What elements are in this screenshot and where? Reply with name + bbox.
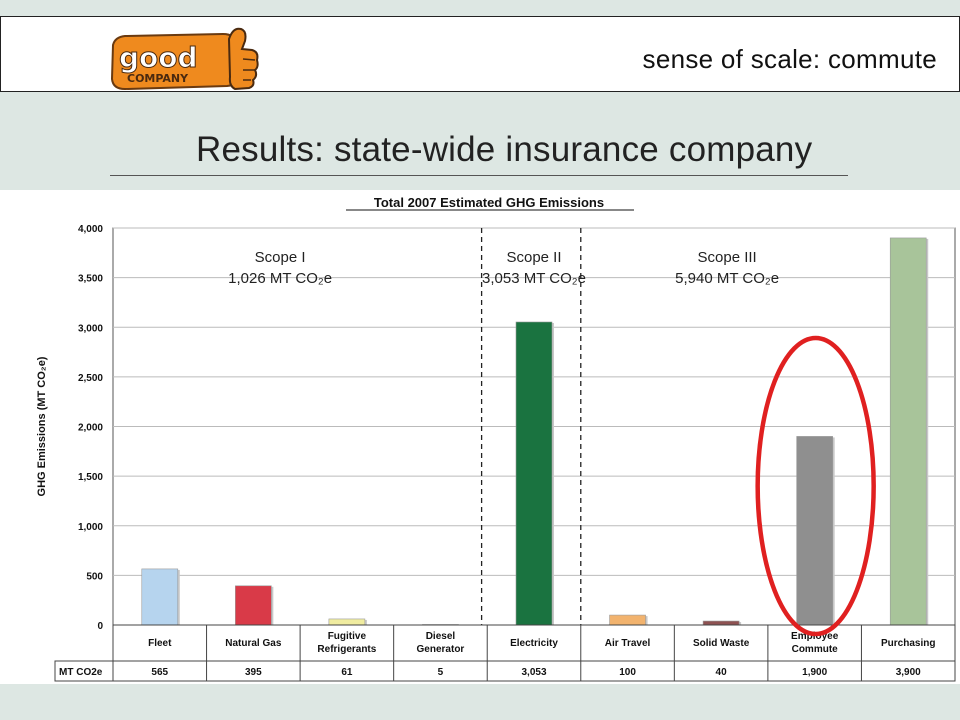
y-tick-label: 500	[86, 571, 103, 582]
category-label: Natural Gas	[225, 638, 282, 649]
category-label: Diesel	[426, 631, 456, 642]
scope-name: Scope I	[255, 249, 306, 266]
title-underline	[110, 175, 848, 176]
chart-panel: Total 2007 Estimated GHG Emissions 0 500 1,…	[0, 190, 960, 684]
y-tick-label: 2,500	[78, 373, 103, 384]
ghg-emissions-chart: Total 2007 Estimated GHG Emissions 0 500 1,…	[36, 195, 956, 682]
table-value: 40	[716, 667, 728, 678]
scope-total: 5,940 MT CO₂e	[675, 270, 779, 287]
header-bar: good COMPANY sense of scale: commute	[0, 16, 960, 92]
category-label: Air Travel	[605, 638, 651, 649]
good-company-logo: good COMPANY	[110, 27, 259, 91]
table-value: 3,053	[521, 667, 546, 678]
bar-employee-commute	[796, 436, 833, 626]
y-tick-label: 3,000	[78, 323, 103, 334]
y-tick-label: 2,000	[78, 423, 103, 434]
table-value: 61	[341, 667, 353, 678]
bar-solid-waste	[702, 620, 740, 626]
category-label: Electricity	[510, 638, 558, 649]
category-label: Solid Waste	[693, 638, 750, 649]
table-value: 100	[619, 667, 636, 678]
y-tick-label: 1,500	[78, 472, 103, 483]
scope-name: Scope II	[506, 249, 561, 266]
scope-total: 1,026 MT CO₂e	[228, 270, 332, 287]
category-label: Purchasing	[881, 638, 935, 649]
category-label: Fugitive	[328, 631, 367, 642]
bar-natural-gas	[235, 585, 272, 626]
bar-purchasing	[889, 237, 927, 626]
highlight-ellipse	[755, 335, 876, 637]
logo-text: good	[119, 41, 198, 74]
y-tick-label: 1,000	[78, 522, 103, 533]
bar-fleet	[141, 568, 179, 626]
slide-title: Results: state-wide insurance company	[196, 130, 813, 169]
bar-electricity	[515, 321, 553, 626]
table-value: 3,900	[896, 667, 921, 678]
section-title: sense of scale: commute	[642, 44, 937, 74]
table-value: 5	[438, 667, 444, 678]
logo-subtext: COMPANY	[127, 72, 189, 85]
chart-title: Total 2007 Estimated GHG Emissions	[374, 195, 604, 210]
table-value: 395	[245, 667, 262, 678]
value-row	[54, 660, 956, 682]
y-axis-label: GHG Emissions (MT CO₂e)	[36, 356, 48, 496]
y-tick-label: 3,500	[78, 274, 103, 285]
category-label: Commute	[792, 644, 839, 655]
table-value: 1,900	[802, 667, 827, 678]
table-row-label: MT CO2e	[59, 667, 103, 678]
bar-fugitive-refrigerants	[328, 618, 366, 626]
scope-total: 3,053 MT CO₂e	[482, 270, 586, 287]
scope-name: Scope III	[698, 249, 757, 266]
category-label: Refrigerants	[317, 644, 376, 655]
bar-air-travel	[609, 614, 646, 626]
category-label: Employee	[791, 631, 839, 642]
category-label: Generator	[417, 644, 465, 655]
category-label: Fleet	[148, 638, 172, 649]
table-value: 565	[151, 667, 168, 678]
y-tick-label: 0	[97, 621, 103, 632]
y-tick-label: 4,000	[78, 224, 103, 235]
